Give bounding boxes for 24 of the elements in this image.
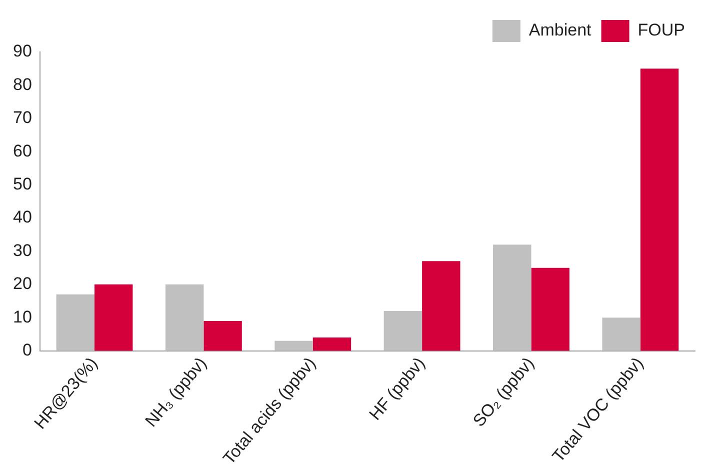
bar [56,294,94,351]
y-tick-label: 80 [12,74,32,94]
bar [274,340,313,351]
bar [204,320,242,351]
bar [165,284,204,351]
bar [384,310,422,351]
y-tick-label: 50 [12,174,32,194]
y-tick-label: 60 [12,141,32,160]
bar [422,261,460,351]
bar [602,318,640,351]
bar [94,284,133,351]
legend-label: FOUP [638,20,686,40]
legend-label: Ambient [528,20,592,40]
y-tick-label: 40 [12,208,32,227]
bar [312,338,352,351]
y-tick-label: 0 [22,340,32,360]
y-tick-label: 20 [12,274,32,294]
bar [493,244,532,351]
bar [640,68,679,351]
bar [531,268,570,351]
y-tick-label: 10 [12,307,32,326]
y-tick-label: 70 [12,108,32,128]
y-tick-label: 30 [12,240,32,260]
y-tick-label: 90 [12,42,32,61]
